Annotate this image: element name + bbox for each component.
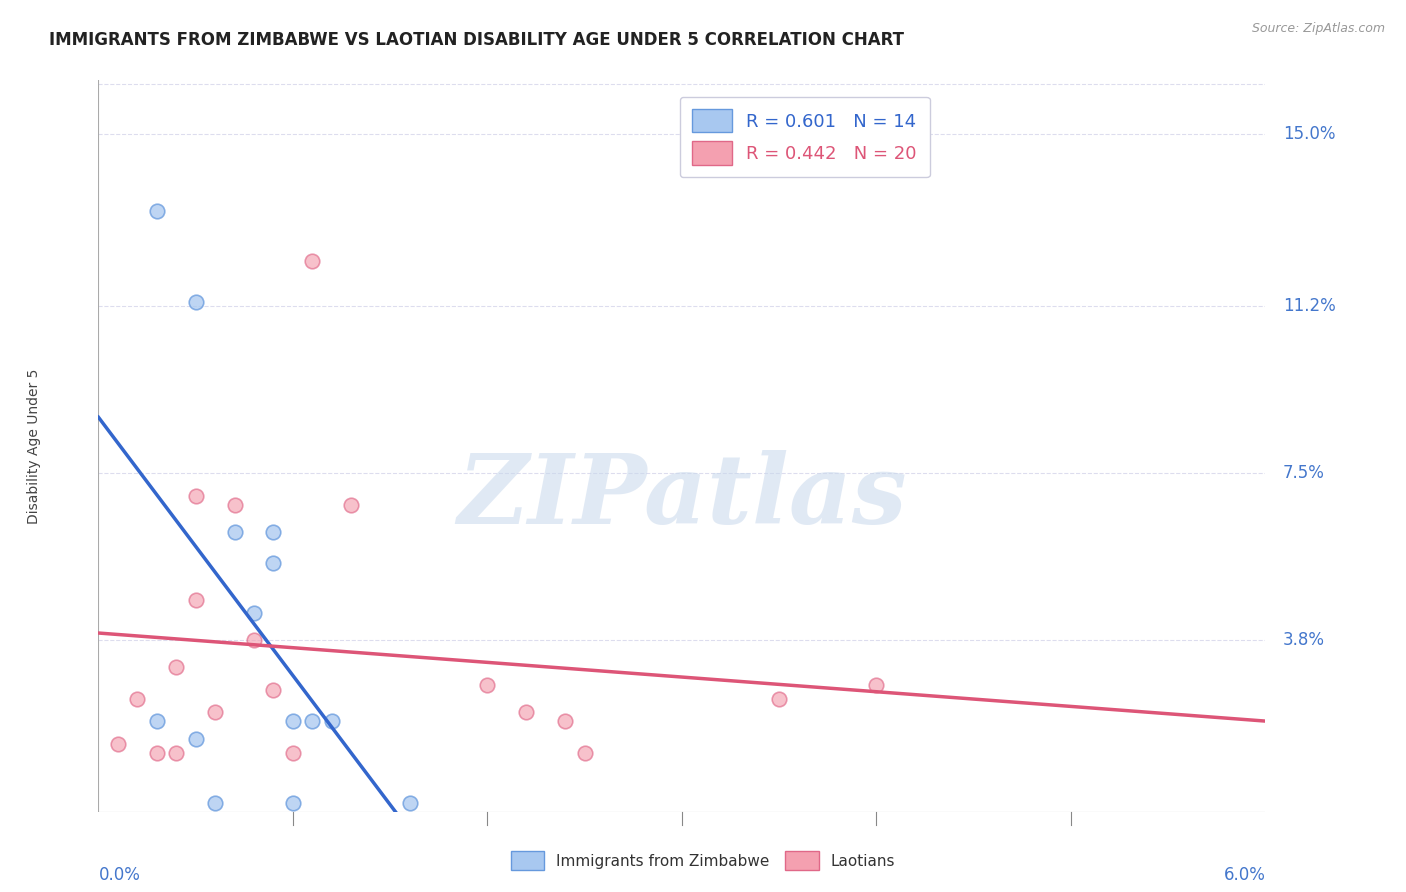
Point [281,746,304,760]
Point [184,294,207,309]
Point [301,253,323,268]
Point [262,557,284,571]
Point [184,732,207,747]
Point [262,682,284,697]
Point [865,678,887,692]
Text: ZIPatlas: ZIPatlas [457,450,907,544]
Legend: R = 0.601   N = 14, R = 0.442   N = 20: R = 0.601 N = 14, R = 0.442 N = 20 [679,96,929,178]
Text: 0.0%: 0.0% [98,866,141,884]
Point [184,489,207,503]
Point [477,678,499,692]
Point [204,796,226,810]
Point [184,592,207,607]
Point [262,524,284,539]
Text: Source: ZipAtlas.com: Source: ZipAtlas.com [1251,22,1385,36]
Point [165,746,187,760]
Text: 7.5%: 7.5% [1282,464,1324,482]
Point [301,714,323,729]
Point [281,714,304,729]
Point [515,706,537,720]
Text: 6.0%: 6.0% [1223,866,1265,884]
Point [224,524,246,539]
Point [165,660,187,674]
Legend: Immigrants from Zimbabwe, Laotians: Immigrants from Zimbabwe, Laotians [505,846,901,876]
Text: 11.2%: 11.2% [1282,297,1336,315]
Point [224,498,246,512]
Point [107,737,129,751]
Point [340,498,363,512]
Text: IMMIGRANTS FROM ZIMBABWE VS LAOTIAN DISABILITY AGE UNDER 5 CORRELATION CHART: IMMIGRANTS FROM ZIMBABWE VS LAOTIAN DISA… [49,31,904,49]
Text: 3.8%: 3.8% [1282,632,1324,649]
Text: Disability Age Under 5: Disability Age Under 5 [27,368,41,524]
Point [574,746,596,760]
Point [146,714,169,729]
Point [281,796,304,810]
Text: 15.0%: 15.0% [1282,126,1336,144]
Point [321,714,343,729]
Point [146,746,169,760]
Point [398,796,420,810]
Point [243,633,266,648]
Point [146,204,169,219]
Point [204,706,226,720]
Point [243,606,266,620]
Point [768,691,790,706]
Point [127,691,149,706]
Point [554,714,576,729]
